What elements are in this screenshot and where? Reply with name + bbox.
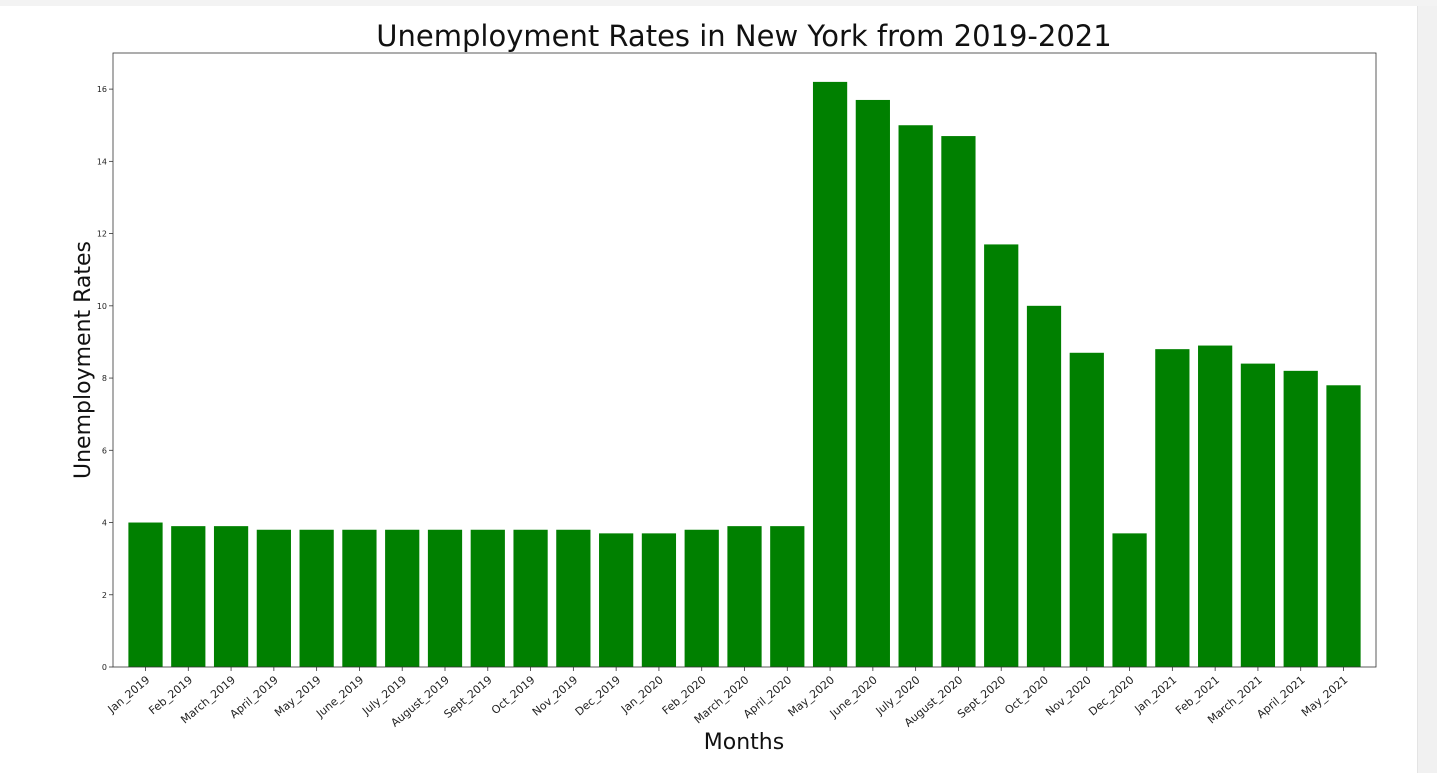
y-tick-label: 0: [102, 663, 107, 672]
cell-top-border: [0, 0, 1437, 6]
y-tick-label: 8: [102, 374, 107, 383]
x-axis-ticks: Jan_2019Feb_2019March_2019April_2019May_…: [105, 667, 1350, 730]
bar: [684, 529, 719, 667]
bar: [898, 125, 933, 668]
bar: [727, 526, 762, 667]
bar: [1326, 385, 1361, 667]
bar: [1283, 370, 1318, 667]
bar: [1198, 345, 1233, 667]
x-tick-label: Jan_2020: [618, 673, 666, 716]
bar: [770, 526, 805, 667]
y-tick-label: 16: [97, 85, 107, 94]
bar: [641, 533, 677, 667]
bar: [984, 244, 1019, 668]
bar: [1026, 305, 1062, 667]
bar: [1069, 352, 1104, 667]
plot-frame: [112, 52, 1377, 668]
bar: [556, 529, 591, 667]
bar: [171, 526, 206, 667]
x-tick-label: Jan_2019: [105, 673, 153, 716]
bar: [256, 529, 291, 667]
bar: [299, 529, 334, 667]
x-axis-label: Months: [704, 730, 784, 755]
bars: [128, 81, 1361, 668]
chart-title: Unemployment Rates in New York from 2019…: [376, 19, 1111, 53]
bar: [1112, 533, 1147, 667]
bar: [128, 522, 163, 667]
bar: [385, 529, 420, 667]
x-tick-label: Nov_2020: [1043, 673, 1093, 718]
bar: [342, 529, 377, 667]
y-tick-label: 12: [97, 230, 107, 239]
y-tick-label: 10: [97, 302, 107, 311]
bar: [941, 136, 976, 667]
x-tick-label: Jan_2021: [1132, 673, 1180, 716]
y-tick-label: 6: [102, 446, 107, 455]
y-tick-label: 4: [102, 519, 107, 528]
x-tick-label: Dec_2020: [1086, 673, 1136, 718]
bar: [513, 529, 548, 667]
bar: [470, 529, 505, 667]
bar: [599, 533, 634, 667]
vertical-scrollbar[interactable]: [1417, 6, 1437, 773]
bar: [1240, 363, 1276, 667]
bar: [855, 99, 890, 667]
x-tick-label: May_2021: [1299, 673, 1350, 719]
y-tick-label: 14: [97, 157, 107, 166]
bar: [1155, 349, 1190, 667]
x-tick-label: Nov_2019: [530, 673, 580, 718]
bar: [427, 529, 463, 667]
bar: [213, 526, 249, 667]
y-axis-label: Unemployment Rates: [71, 241, 96, 479]
x-tick-label: Dec_2019: [573, 673, 623, 718]
y-axis-ticks: 0 2 4 6 8 10 12 14 16: [97, 85, 113, 672]
y-tick-label: 2: [102, 591, 107, 600]
bar: [812, 81, 848, 667]
